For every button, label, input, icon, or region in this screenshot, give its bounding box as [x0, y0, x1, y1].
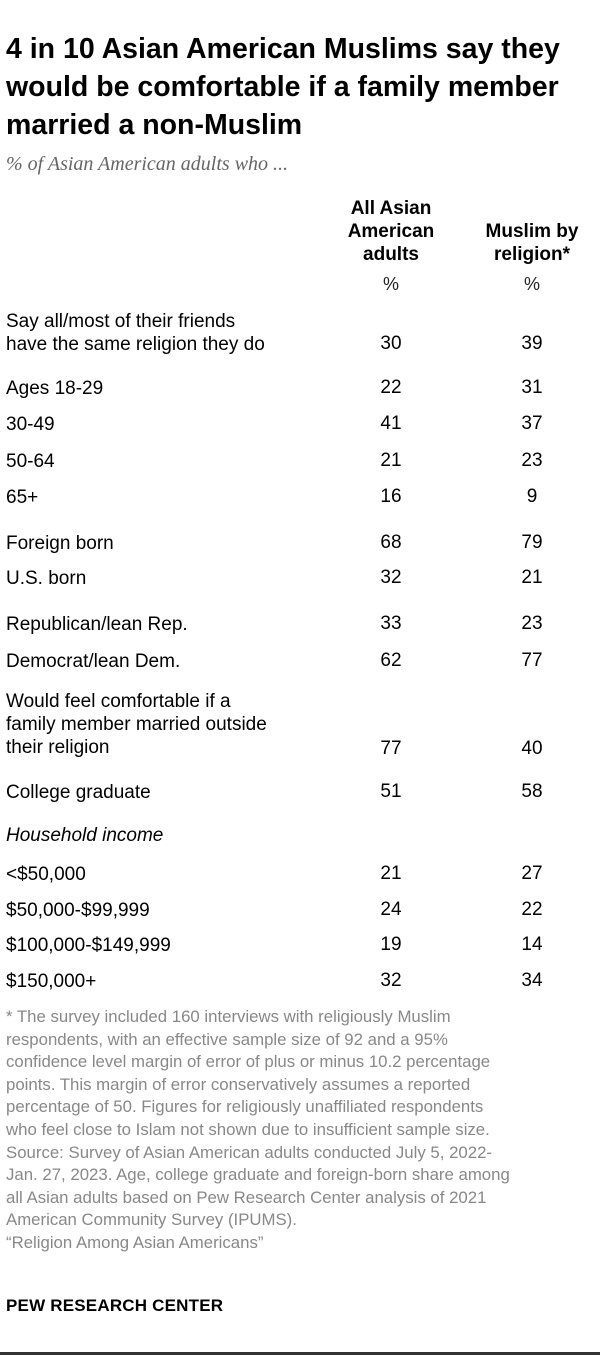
- row-label-30-49: 30-49: [6, 414, 55, 435]
- source-line: American Community Survey (IPUMS).: [6, 1210, 297, 1230]
- value-muslim: 77: [521, 650, 543, 671]
- row-label-income-100k-149k: $100,000-$149,999: [6, 935, 171, 956]
- column-unit-all-asian: %: [382, 274, 399, 294]
- value-muslim: 23: [521, 450, 543, 471]
- row-label-line: Say all/most of their friends: [6, 311, 236, 332]
- column-header-line: Muslim by: [485, 221, 579, 242]
- value-all-asian: 51: [380, 781, 402, 802]
- row-label-line: have the same religion they do: [6, 334, 265, 355]
- value-all-asian: 32: [380, 970, 402, 991]
- value-muslim: 40: [521, 738, 543, 759]
- chart-title: 4 in 10 Asian American Muslims say they …: [6, 33, 560, 141]
- value-all-asian: 68: [380, 532, 402, 553]
- value-all-asian: 41: [380, 413, 402, 434]
- value-muslim: 27: [521, 863, 543, 884]
- note-line: respondents, with an effective sample si…: [6, 1029, 448, 1049]
- column-header-line: American: [347, 221, 435, 242]
- row-label-line: their religion: [6, 737, 110, 758]
- column-unit-muslim: %: [523, 274, 540, 294]
- row-label-income-150k-plus: $150,000+: [6, 971, 97, 992]
- value-muslim: 34: [521, 970, 543, 991]
- row-label-friends-same-religion: Say all/most of their friends have the s…: [6, 310, 326, 356]
- value-all-asian: 32: [380, 567, 402, 588]
- row-heading-household-income: Household income: [6, 825, 164, 846]
- note-line: * The survey included 160 interviews wit…: [6, 1007, 451, 1026]
- value-all-asian: 24: [380, 899, 402, 920]
- chart-notes: * The survey included 160 interviews wit…: [6, 1006, 590, 1255]
- row-label-republican: Republican/lean Rep.: [6, 614, 188, 635]
- row-label-income-50k-99k: $50,000-$99,999: [6, 900, 150, 921]
- column-header-line: adults: [363, 244, 419, 265]
- value-muslim: 14: [521, 934, 543, 955]
- row-label-line: Would feel comfortable if a: [6, 691, 231, 712]
- value-muslim: 23: [521, 613, 543, 634]
- note-line: percentage of 50. Figures for religiousl…: [6, 1097, 484, 1117]
- column-header-line: religion*: [493, 244, 570, 265]
- row-label-comfortable-marriage: Would feel comfortable if a family membe…: [6, 690, 326, 759]
- value-all-asian: 62: [380, 650, 402, 671]
- row-label-line: family member married outside: [6, 714, 267, 735]
- value-all-asian: 21: [380, 863, 402, 884]
- value-muslim: 37: [521, 413, 543, 434]
- row-label-college-graduate: College graduate: [6, 782, 151, 803]
- value-all-asian: 16: [380, 486, 402, 507]
- value-muslim: 39: [521, 333, 543, 354]
- value-all-asian: 19: [380, 934, 402, 955]
- row-label-us-born: U.S. born: [6, 568, 87, 589]
- report-title: “Religion Among Asian Americans”: [6, 1232, 264, 1252]
- row-label-income-under-50k: <$50,000: [6, 864, 86, 885]
- note-line: points. This margin of error conservativ…: [6, 1074, 471, 1094]
- value-muslim: 9: [526, 486, 538, 507]
- value-muslim: 22: [521, 899, 543, 920]
- source-line: all Asian adults based on Pew Research C…: [6, 1187, 487, 1207]
- value-all-asian: 33: [380, 613, 402, 634]
- value-muslim: 31: [521, 377, 543, 398]
- value-all-asian: 30: [380, 333, 402, 354]
- column-header-line: All Asian: [350, 198, 432, 219]
- note-line: who feel close to Islam not shown due to…: [6, 1119, 490, 1139]
- chart-subtitle: % of Asian American adults who ...: [6, 153, 289, 175]
- column-header-muslim-by-religion: Muslim by religion*: [472, 220, 592, 266]
- column-header-all-asian-american-adults: All Asian American adults: [333, 197, 449, 266]
- pew-research-center-logo: PEW RESEARCH CENTER: [6, 1296, 224, 1315]
- value-all-asian: 22: [380, 377, 402, 398]
- note-line: confidence level margin of error of plus…: [6, 1052, 491, 1072]
- source-line: Source: Survey of Asian American adults …: [6, 1142, 492, 1162]
- row-label-ages-18-29: Ages 18-29: [6, 378, 104, 399]
- row-label-65-plus: 65+: [6, 487, 39, 508]
- row-label-50-64: 50-64: [6, 451, 55, 472]
- value-muslim: 79: [521, 532, 543, 553]
- row-label-democrat: Democrat/lean Dem.: [6, 651, 181, 672]
- value-muslim: 21: [521, 567, 543, 588]
- source-line: Jan. 27, 2023. Age, college graduate and…: [6, 1165, 510, 1185]
- value-muslim: 58: [521, 781, 543, 802]
- value-all-asian: 21: [380, 450, 402, 471]
- bottom-divider: [0, 1352, 600, 1355]
- value-all-asian: 77: [380, 738, 402, 759]
- row-label-foreign-born: Foreign born: [6, 533, 114, 554]
